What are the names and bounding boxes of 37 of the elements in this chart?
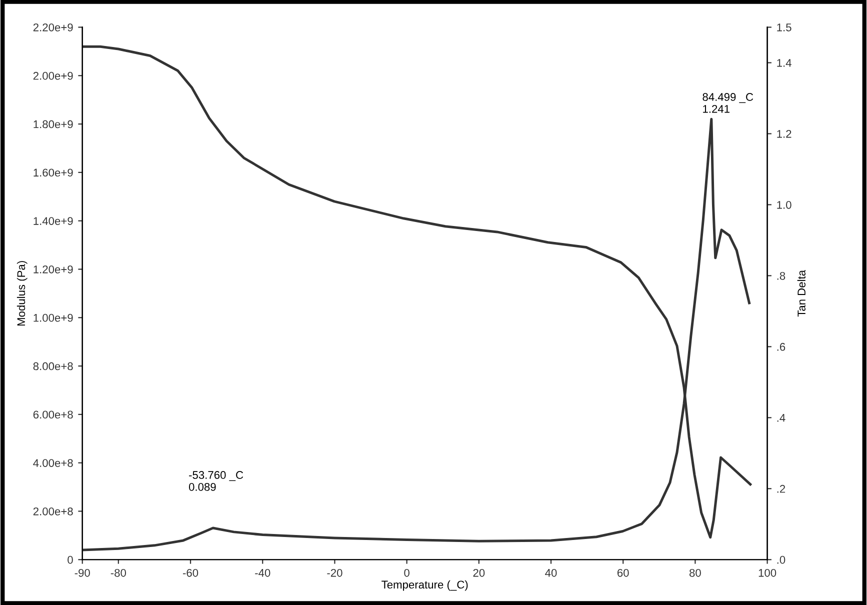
y2-tick-label: .2 — [777, 484, 786, 493]
y-tick-label: 8.00e+8 — [33, 362, 73, 370]
x-tick-label: -40 — [255, 568, 270, 577]
y-tick-label: 1.80e+9 — [34, 120, 73, 128]
y-tick-label: 1.40e+9 — [34, 217, 73, 225]
y-tick-label: 1.00e+9 — [34, 314, 73, 322]
y2-axis-title: Tan Delta — [797, 270, 806, 317]
y2-tick-label: .8 — [777, 272, 786, 280]
annotation: -53.760 _C 0.089 — [188, 471, 244, 491]
x-tick-label: 40 — [545, 568, 557, 577]
y2-tick-label: 1.2 — [777, 130, 792, 138]
y2-tick-label: 1.4 — [777, 59, 792, 67]
y2-tick-label: .4 — [777, 414, 786, 422]
x-tick-label: 0 — [404, 568, 410, 577]
x-tick-label: 20 — [473, 568, 485, 577]
x-tick-label: -90 — [74, 568, 90, 577]
y-tick-label: 0 — [68, 556, 73, 564]
y-tick-label: 4.00e+8 — [33, 459, 73, 467]
x-axis-title: Temperature (_C) — [382, 580, 468, 591]
x-tick-label: 80 — [690, 568, 701, 577]
y-tick-label: 2.20e+9 — [33, 23, 73, 32]
y-tick-label: 1.60e+9 — [34, 168, 73, 177]
y2-tick-label: .6 — [777, 342, 786, 351]
x-tick-label: -60 — [182, 568, 198, 577]
x-tick-label: -80 — [110, 568, 126, 577]
annotation: 84.499 _C 1.241 — [702, 93, 754, 113]
x-tick-label: 60 — [617, 568, 629, 577]
y2-tick-label: 1.0 — [777, 200, 792, 209]
y-tick-label: 2.00e+9 — [33, 72, 73, 80]
y-tick-label: 2.00e+8 — [33, 507, 73, 516]
x-tick-label: -20 — [327, 568, 342, 577]
y2-tick-label: .0 — [777, 556, 786, 564]
x-tick-label: 100 — [758, 568, 776, 577]
y-tick-label: 1.20e+9 — [34, 265, 73, 274]
y-axis-title: Modulus (Pa) — [16, 261, 28, 326]
y-tick-label: 6.00e+8 — [33, 410, 73, 419]
y2-tick-label: 1.5 — [777, 24, 792, 32]
